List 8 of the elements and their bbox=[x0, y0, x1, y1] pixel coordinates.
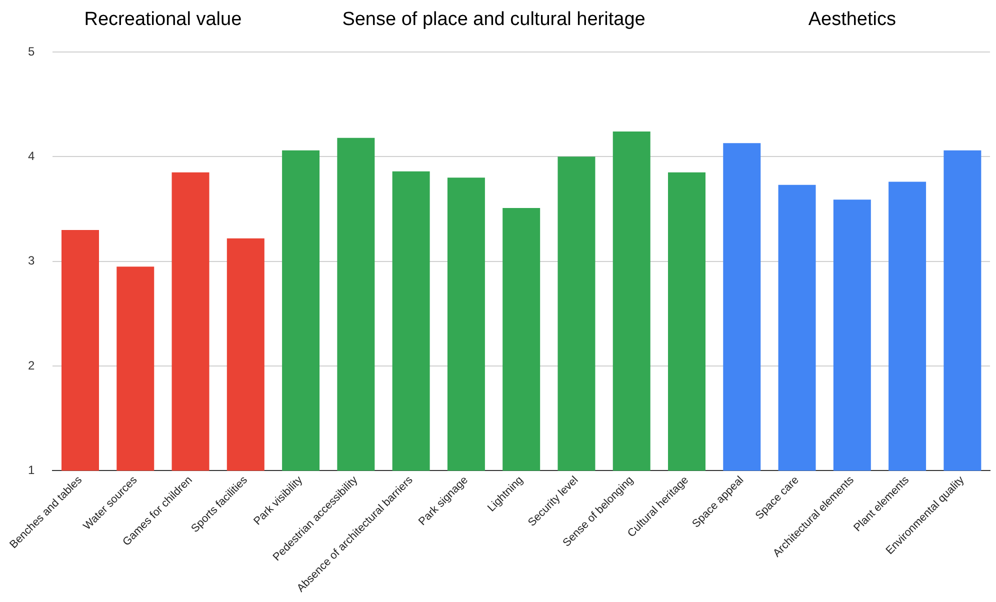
text: Sense of place and cultural heritage bbox=[342, 9, 646, 30]
text: Aesthetics bbox=[808, 9, 896, 30]
y-tick-label: 2 bbox=[28, 358, 35, 372]
text: Recreational value bbox=[84, 9, 242, 30]
y-tick-label: 5 bbox=[28, 44, 35, 58]
y-tick-label: 3 bbox=[28, 254, 35, 268]
y-tick-label: 1 bbox=[28, 463, 35, 478]
y-tick-label: 4 bbox=[28, 148, 35, 163]
